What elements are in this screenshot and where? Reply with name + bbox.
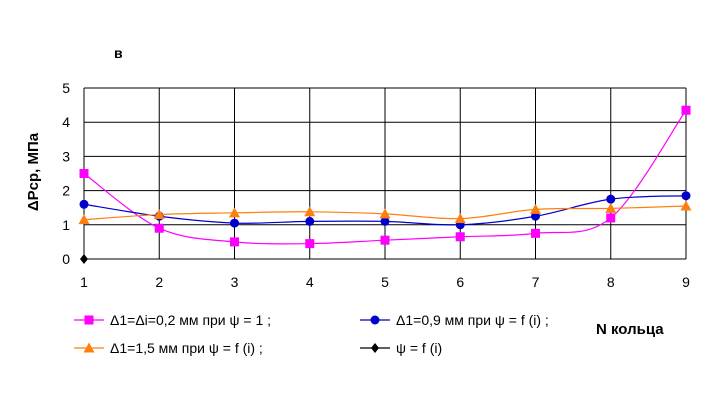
data-point (380, 216, 390, 226)
data-point (605, 202, 617, 213)
series-1 (79, 105, 691, 249)
data-point (606, 194, 616, 204)
legend-label: Δ1=Δi=0,2 мм при ψ = 1 ; (110, 312, 271, 328)
legend-item: Δ1=0,9 мм при ψ = f (i) ; (360, 312, 549, 328)
y-tick-label: 2 (62, 183, 70, 199)
y-tick-label: 4 (62, 114, 70, 130)
legend-marker (84, 315, 94, 325)
x-tick-label: 7 (532, 274, 540, 290)
x-tick-labels: 1 2 3 4 5 6 7 8 9 (80, 274, 690, 290)
data-point (154, 223, 164, 233)
data-point (229, 207, 240, 218)
data-point (79, 199, 89, 209)
y-tick-label: 1 (62, 217, 70, 233)
data-point (304, 206, 316, 217)
x-tick-label: 6 (456, 274, 464, 290)
legend-marker (370, 315, 380, 325)
data-point (379, 208, 391, 219)
y-tick-labels: 0 1 2 3 4 5 (62, 80, 70, 267)
data-point (78, 214, 90, 225)
series-3 (78, 200, 692, 225)
y-tick-label: 5 (62, 80, 70, 96)
x-tick-label: 2 (155, 274, 163, 290)
data-point (455, 232, 465, 242)
data-point (305, 216, 315, 226)
data-point (531, 211, 540, 221)
y-tick-label: 3 (62, 148, 70, 164)
data-point (454, 213, 466, 224)
series-4 (80, 254, 88, 264)
legend-item: ψ = f (i) (360, 340, 442, 356)
y-tick-label: 0 (62, 251, 70, 267)
x-tick-label: 3 (231, 274, 239, 290)
data-point (606, 213, 616, 223)
x-axis-label: N кольца (596, 321, 664, 338)
x-tick-label: 9 (682, 274, 690, 290)
legend-label: Δ1=0,9 мм при ψ = f (i) ; (396, 312, 549, 328)
grid (83, 87, 687, 260)
data-point (305, 239, 315, 249)
data-point (380, 235, 390, 245)
x-tick-label: 5 (381, 274, 389, 290)
legend-item: Δ1=Δi=0,2 мм при ψ = 1 ; (74, 312, 271, 328)
legend-marker (371, 343, 379, 353)
legend-label: ψ = f (i) (396, 340, 442, 356)
data-point (681, 191, 691, 201)
panel-label: в (114, 45, 123, 61)
data-point (153, 209, 165, 220)
y-axis-label: ΔPср, МПа (25, 132, 42, 211)
data-point (680, 200, 692, 211)
legend-item: Δ1=1,5 мм при ψ = f (i) ; (74, 340, 263, 356)
x-tick-label: 1 (80, 274, 88, 290)
data-point (530, 203, 541, 214)
legend-marker (83, 342, 95, 353)
series-group (78, 105, 692, 264)
data-point (531, 228, 540, 238)
x-tick-label: 8 (607, 274, 615, 290)
data-point (80, 254, 88, 264)
legend: Δ1=Δi=0,2 мм при ψ = 1 ; Δ1=0,9 мм при ψ … (74, 312, 549, 356)
data-point (681, 105, 691, 115)
legend-label: Δ1=1,5 мм при ψ = f (i) ; (110, 340, 263, 356)
data-point (230, 218, 239, 228)
x-tick-label: 4 (306, 274, 314, 290)
data-point (79, 169, 89, 178)
data-point (230, 237, 239, 247)
